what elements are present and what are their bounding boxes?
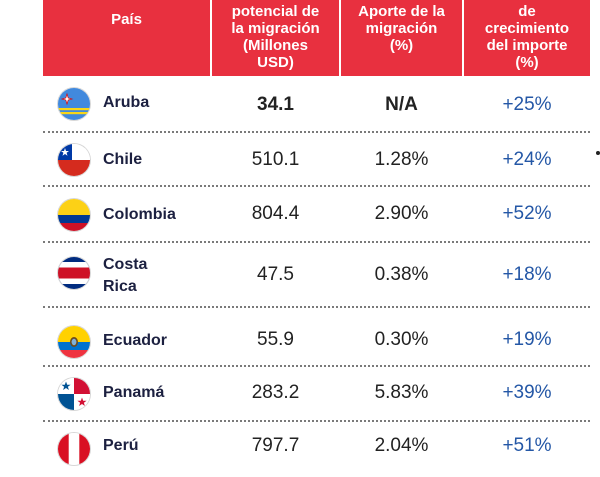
row-divider (43, 185, 590, 187)
header-amount-line: la migración (231, 20, 320, 37)
country-name: Chile (103, 149, 142, 171)
growth-cell: +24% (502, 149, 552, 170)
header-growth-line: del importe (486, 37, 568, 54)
header-share-line: (%) (389, 37, 414, 54)
header-share: Aporte de la migración (%) (341, 0, 462, 76)
amount-cell: 510.1 (251, 149, 300, 170)
country-name-line: Rica (103, 278, 137, 295)
row-divider (43, 241, 590, 243)
share-cell: 0.30% (374, 329, 429, 350)
header-growth-line: (%) (515, 54, 539, 71)
header-amount-line: potencial de (231, 3, 320, 20)
table-row: Costa Rica 47.5 0.38% +18% (43, 242, 590, 304)
share-cell: 1.28% (374, 149, 429, 170)
country-name: Ecuador (103, 330, 167, 352)
row-divider (43, 365, 590, 367)
peru-flag-icon (58, 433, 90, 465)
header-country-label: País (111, 11, 142, 28)
country-name: Aruba (103, 92, 149, 114)
share-cell: 2.04% (374, 435, 429, 456)
ecuador-flag-icon (58, 326, 90, 358)
stray-dot (596, 151, 600, 155)
country-name: Costa Rica (103, 254, 147, 298)
share-cell: N/A (385, 94, 418, 115)
header-share-line: Aporte de la (358, 3, 445, 20)
row-divider (43, 131, 590, 133)
header-growth-line: de (518, 3, 536, 20)
country-name-line: Panamá (103, 384, 165, 401)
share-cell: 0.38% (374, 264, 429, 285)
amount-cell: 34.1 (257, 94, 294, 115)
country-name: Perú (103, 435, 139, 457)
growth-cell: +52% (502, 203, 552, 224)
country-name-line: Colombia (103, 206, 176, 223)
chile-flag-icon (58, 144, 90, 176)
header-share-line: migración (365, 20, 438, 37)
amount-cell: 55.9 (257, 329, 294, 350)
header-amount-line: (Millones (242, 37, 308, 54)
country-name: Colombia (103, 204, 176, 226)
amount-cell: 797.7 (251, 435, 300, 456)
table-row: Perú 797.7 2.04% +51% (43, 421, 590, 477)
header-amount: potencial de la migración (Millones USD) (212, 0, 339, 76)
country-name-line: Aruba (103, 94, 150, 111)
table-row: Chile 510.1 1.28% +24% (43, 132, 590, 188)
table-row: Aruba 34.1 N/A +25% (43, 76, 590, 132)
country-name-line: Ecuador (103, 332, 168, 349)
country-name-line: Costa (103, 256, 148, 273)
growth-cell: +19% (502, 329, 552, 350)
growth-cell: +51% (502, 435, 552, 456)
amount-cell: 804.4 (251, 203, 300, 224)
share-cell: 2.90% (374, 203, 429, 224)
table-row: Colombia 804.4 2.90% +52% (43, 186, 590, 242)
header-country: País (43, 0, 210, 76)
country-name: Panamá (103, 382, 164, 404)
panama-flag-icon (58, 378, 90, 410)
country-name-line: Chile (103, 151, 143, 168)
colombia-flag-icon (58, 199, 90, 231)
row-divider (43, 306, 590, 308)
header-amount-line: USD) (257, 54, 294, 71)
table-row: Panamá 283.2 5.83% +39% (43, 366, 590, 422)
header-growth-line: crecimiento (484, 20, 570, 37)
country-name-line: Perú (103, 437, 139, 454)
amount-cell: 283.2 (251, 382, 300, 403)
amount-cell: 47.5 (257, 264, 294, 285)
costa-rica-flag-icon (58, 257, 90, 289)
growth-cell: +18% (502, 264, 552, 285)
header-growth: de crecimiento del importe (%) (464, 0, 590, 76)
share-cell: 5.83% (374, 382, 429, 403)
row-divider (43, 420, 590, 422)
growth-cell: +39% (502, 382, 552, 403)
aruba-flag-icon (58, 88, 90, 120)
growth-cell: +25% (502, 94, 552, 115)
table-row: Ecuador 55.9 0.30% +19% (43, 307, 590, 363)
